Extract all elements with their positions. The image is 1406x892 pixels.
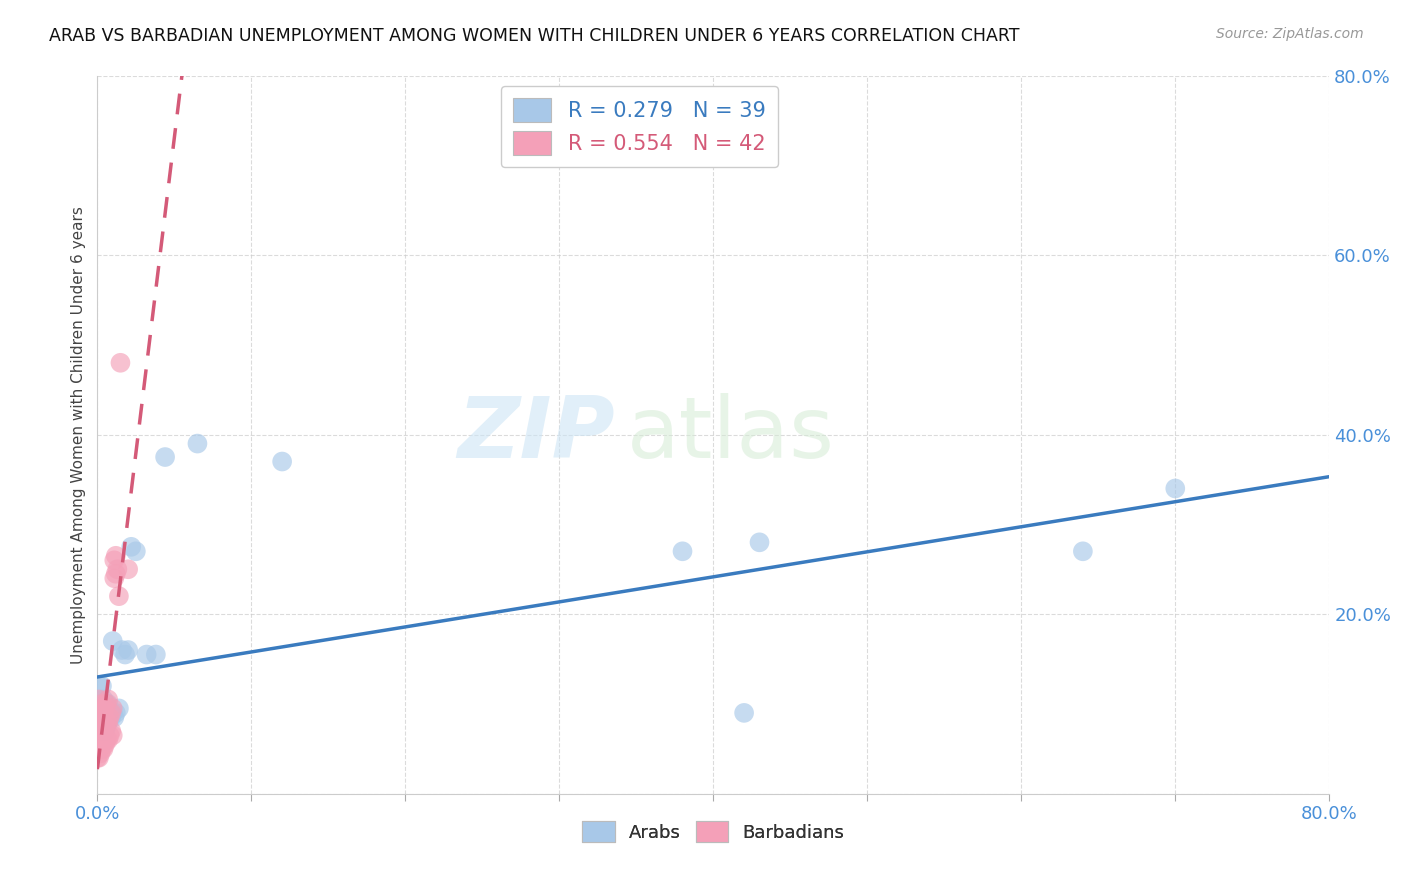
Point [125, 544, 148, 558]
Point [94, 723, 117, 738]
Point [91, 741, 114, 756]
Point [104, 706, 127, 720]
Point [96, 719, 118, 733]
Text: atlas: atlas [627, 393, 835, 476]
Point [97, 692, 120, 706]
Point [135, 648, 157, 662]
Point [101, 706, 124, 720]
Point [94, 706, 117, 720]
Point [89, 732, 111, 747]
Point [97, 732, 120, 747]
Point [94, 701, 117, 715]
Point [93, 692, 115, 706]
Point [145, 648, 167, 662]
Point [671, 544, 693, 558]
Point [89, 697, 111, 711]
Point [96, 714, 118, 729]
Point [104, 566, 127, 581]
Point [93, 723, 115, 738]
Point [86, 751, 108, 765]
Point [111, 643, 134, 657]
Point [93, 714, 115, 729]
Point [87, 701, 110, 715]
Legend: Arabs, Barbadians: Arabs, Barbadians [575, 814, 852, 849]
Point [98, 710, 121, 724]
Point [89, 719, 111, 733]
Point [108, 701, 131, 715]
Point [87, 737, 110, 751]
Point [96, 701, 118, 715]
Point [114, 648, 136, 662]
Point [97, 714, 120, 729]
Text: ARAB VS BARBADIAN UNEMPLOYMENT AMONG WOMEN WITH CHILDREN UNDER 6 YEARS CORRELATI: ARAB VS BARBADIAN UNEMPLOYMENT AMONG WOM… [49, 27, 1019, 45]
Point [101, 728, 124, 742]
Text: Source: ZipAtlas.com: Source: ZipAtlas.com [1216, 27, 1364, 41]
Point [98, 710, 121, 724]
Point [271, 454, 294, 468]
Point [93, 741, 115, 756]
Point [97, 714, 120, 729]
Point [87, 723, 110, 738]
Point [101, 701, 124, 715]
Point [100, 706, 122, 720]
Point [91, 714, 114, 729]
Point [96, 732, 118, 747]
Point [97, 697, 120, 711]
Point [103, 571, 125, 585]
Point [733, 706, 755, 720]
Point [104, 549, 127, 563]
Point [86, 714, 108, 729]
Point [117, 643, 139, 657]
Point [103, 553, 125, 567]
Point [120, 540, 142, 554]
Point [117, 562, 139, 576]
Point [86, 714, 108, 729]
Point [105, 562, 128, 576]
Point [748, 535, 770, 549]
Point [103, 710, 125, 724]
Point [100, 710, 122, 724]
Point [1164, 482, 1187, 496]
Point [100, 723, 122, 738]
Y-axis label: Unemployment Among Women with Children Under 6 years: Unemployment Among Women with Children U… [72, 206, 86, 664]
Point [86, 732, 108, 747]
Point [101, 634, 124, 648]
Point [89, 701, 111, 715]
Text: ZIP: ZIP [457, 393, 614, 476]
Point [87, 723, 110, 738]
Point [87, 710, 110, 724]
Point [94, 719, 117, 733]
Point [186, 436, 208, 450]
Point [108, 589, 131, 603]
Point [87, 751, 110, 765]
Point [89, 714, 111, 729]
Point [93, 706, 115, 720]
Point [98, 728, 121, 742]
Point [91, 728, 114, 742]
Point [153, 450, 176, 464]
Point [91, 679, 114, 693]
Point [87, 679, 110, 693]
Point [91, 697, 114, 711]
Point [1071, 544, 1094, 558]
Point [94, 737, 117, 751]
Point [89, 746, 111, 760]
Point [91, 723, 114, 738]
Point [110, 356, 132, 370]
Point [91, 706, 114, 720]
Point [96, 697, 118, 711]
Point [87, 692, 110, 706]
